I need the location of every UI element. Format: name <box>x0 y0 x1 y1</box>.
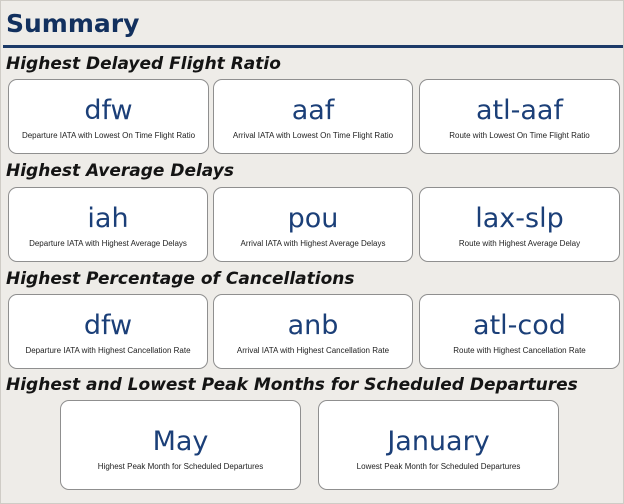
card-caption: Route with Highest Cancellation Rate <box>453 346 586 355</box>
card-departure-lowest-ontime[interactable]: dfw Departure IATA with Lowest On Time F… <box>8 79 209 154</box>
card-route-lowest-ontime[interactable]: atl-aaf Route with Lowest On Time Flight… <box>419 79 620 154</box>
section-heading-cancellations: Highest Percentage of Cancellations <box>6 269 355 289</box>
card-caption: Arrival IATA with Lowest On Time Flight … <box>232 131 394 140</box>
card-value: atl-cod <box>473 310 566 341</box>
card-arrival-lowest-ontime[interactable]: aaf Arrival IATA with Lowest On Time Fli… <box>213 79 413 154</box>
title-divider <box>3 45 623 48</box>
card-value: May <box>152 426 209 457</box>
card-value: iah <box>87 203 129 234</box>
card-departure-highest-delay[interactable]: iah Departure IATA with Highest Average … <box>8 187 208 262</box>
section-heading-peak-months: Highest and Lowest Peak Months for Sched… <box>6 375 578 395</box>
card-caption: Arrival IATA with Highest Average Delays <box>240 239 386 248</box>
page-title: Summary <box>6 9 140 38</box>
card-caption: Route with Lowest On Time Flight Ratio <box>449 131 590 140</box>
card-departure-highest-cancellation[interactable]: dfw Departure IATA with Highest Cancella… <box>8 294 208 369</box>
card-lowest-peak-month[interactable]: January Lowest Peak Month for Scheduled … <box>318 400 559 490</box>
card-value: lax-slp <box>475 203 564 234</box>
card-value: dfw <box>83 310 133 341</box>
card-route-highest-delay[interactable]: lax-slp Route with Highest Average Delay <box>419 187 620 262</box>
section-heading-average-delays: Highest Average Delays <box>6 161 234 181</box>
card-route-highest-cancellation[interactable]: atl-cod Route with Highest Cancellation … <box>419 294 620 369</box>
card-value: atl-aaf <box>476 95 563 126</box>
card-caption: Arrival IATA with Highest Cancellation R… <box>236 346 390 355</box>
card-caption: Route with Highest Average Delay <box>458 239 581 248</box>
card-caption: Departure IATA with Highest Average Dela… <box>29 239 187 248</box>
card-value: anb <box>287 310 339 341</box>
card-caption: Lowest Peak Month for Scheduled Departur… <box>356 462 521 471</box>
card-caption: Departure IATA with Lowest On Time Fligh… <box>21 131 196 140</box>
card-caption: Highest Peak Month for Scheduled Departu… <box>97 462 264 471</box>
card-value: aaf <box>291 95 335 126</box>
card-value: January <box>387 426 490 457</box>
card-arrival-highest-cancellation[interactable]: anb Arrival IATA with Highest Cancellati… <box>213 294 413 369</box>
card-highest-peak-month[interactable]: May Highest Peak Month for Scheduled Dep… <box>60 400 301 490</box>
card-arrival-highest-delay[interactable]: pou Arrival IATA with Highest Average De… <box>213 187 413 262</box>
card-value: dfw <box>84 95 133 126</box>
card-caption: Departure IATA with Highest Cancellation… <box>25 346 191 355</box>
card-value: pou <box>287 203 339 234</box>
section-heading-delayed-ratio: Highest Delayed Flight Ratio <box>6 54 281 74</box>
